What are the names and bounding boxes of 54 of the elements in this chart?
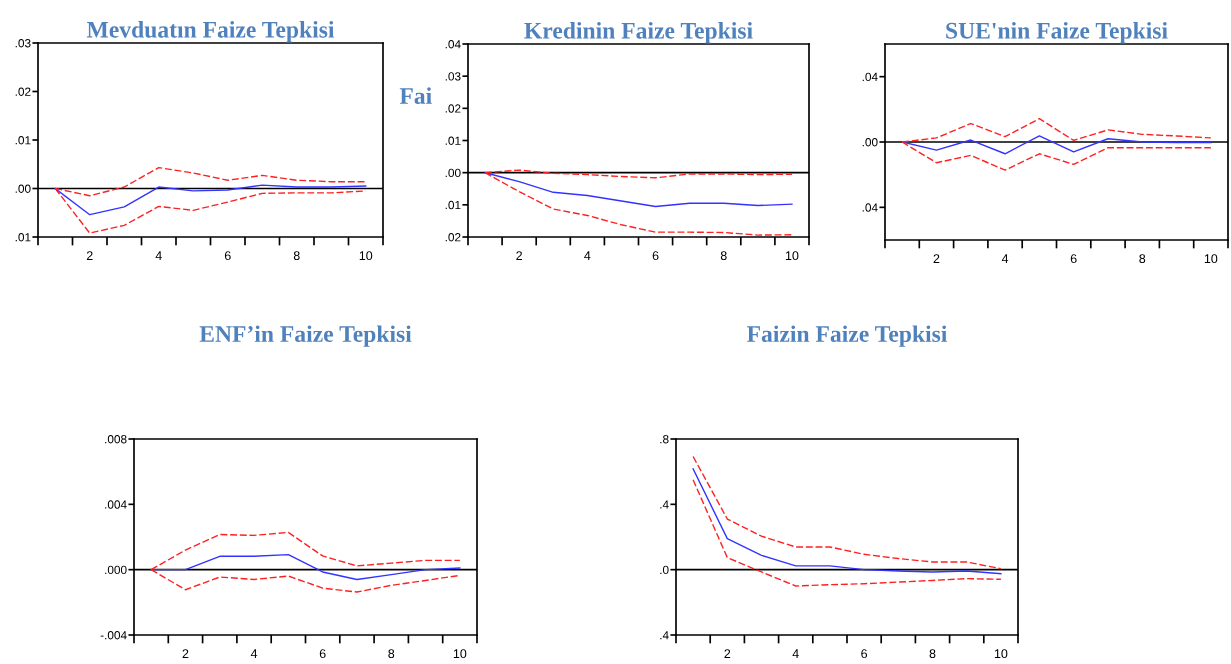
x-tick-label: 10 bbox=[1204, 254, 1218, 264]
x-tick-label: 10 bbox=[785, 251, 799, 261]
chart-title: SUE'nin Faize Tepkisi bbox=[946, 22, 1168, 44]
x-tick-label: 4 bbox=[792, 649, 799, 658]
x-tick-label: 4 bbox=[250, 649, 258, 658]
y-tick-label: .02 bbox=[15, 87, 31, 96]
x-tick-label: 8 bbox=[929, 649, 936, 659]
y-tick-label: .008 bbox=[105, 435, 127, 444]
x-tick-label: 2 bbox=[933, 254, 940, 263]
y-tick-label: .02 bbox=[445, 104, 461, 113]
y-tick-label: .04 bbox=[862, 72, 878, 82]
chart-title: Mevduatın Faize Tepkisi bbox=[86, 21, 335, 43]
x-tick-label: 8 bbox=[720, 251, 727, 261]
x-tick-label: 2 bbox=[86, 251, 93, 260]
y-tick-label: .02 bbox=[445, 233, 461, 242]
y-tick-label: .00 bbox=[15, 184, 31, 193]
x-tick-label: 8 bbox=[388, 649, 395, 659]
chart-title: Faizin Faize Tepkisi bbox=[747, 325, 948, 347]
y-tick-label: .01 bbox=[15, 233, 31, 242]
y-tick-label: .04 bbox=[445, 40, 461, 49]
x-tick-label: 6 bbox=[1070, 254, 1077, 264]
x-tick-label: 10 bbox=[453, 649, 467, 659]
x-tick-label: 2 bbox=[182, 649, 189, 658]
y-tick-label: .4 bbox=[660, 631, 669, 640]
y-tick-label: .03 bbox=[445, 72, 461, 81]
y-tick-label: .01 bbox=[445, 136, 461, 145]
text: Fai bbox=[399, 87, 432, 104]
y-tick-label: .00 bbox=[862, 138, 878, 147]
x-tick-label: 4 bbox=[155, 251, 162, 260]
x-tick-label: 2 bbox=[724, 649, 731, 658]
x-tick-label: 4 bbox=[584, 251, 591, 260]
x-tick-label: 2 bbox=[516, 251, 522, 260]
x-tick-label: 6 bbox=[861, 649, 868, 659]
y-tick-label: .0 bbox=[660, 565, 669, 575]
y-tick-label: -.004 bbox=[100, 631, 127, 640]
x-tick-label: 10 bbox=[994, 649, 1008, 659]
x-tick-label: 10 bbox=[359, 251, 373, 261]
y-tick-label: .01 bbox=[445, 200, 461, 210]
y-tick-label: .00 bbox=[445, 168, 461, 178]
chart-title: Kredinin Faize Tepkisi bbox=[524, 22, 753, 44]
x-tick-label: 8 bbox=[1139, 254, 1146, 264]
y-tick-label: .4 bbox=[660, 500, 669, 509]
x-tick-label: 8 bbox=[293, 251, 300, 261]
y-tick-label: .03 bbox=[15, 39, 31, 48]
y-tick-label: .01 bbox=[15, 136, 31, 145]
y-tick-label: .000 bbox=[105, 565, 127, 575]
x-tick-label: 4 bbox=[1001, 254, 1009, 263]
chart-title: ENF’in Faize Tepkisi bbox=[199, 325, 412, 347]
x-tick-label: 6 bbox=[319, 649, 326, 659]
y-tick-label: .004 bbox=[105, 500, 127, 509]
y-tick-label: .8 bbox=[660, 435, 669, 444]
x-tick-label: 6 bbox=[652, 251, 659, 261]
y-tick-label: .04 bbox=[862, 203, 878, 212]
x-tick-label: 6 bbox=[224, 251, 231, 261]
